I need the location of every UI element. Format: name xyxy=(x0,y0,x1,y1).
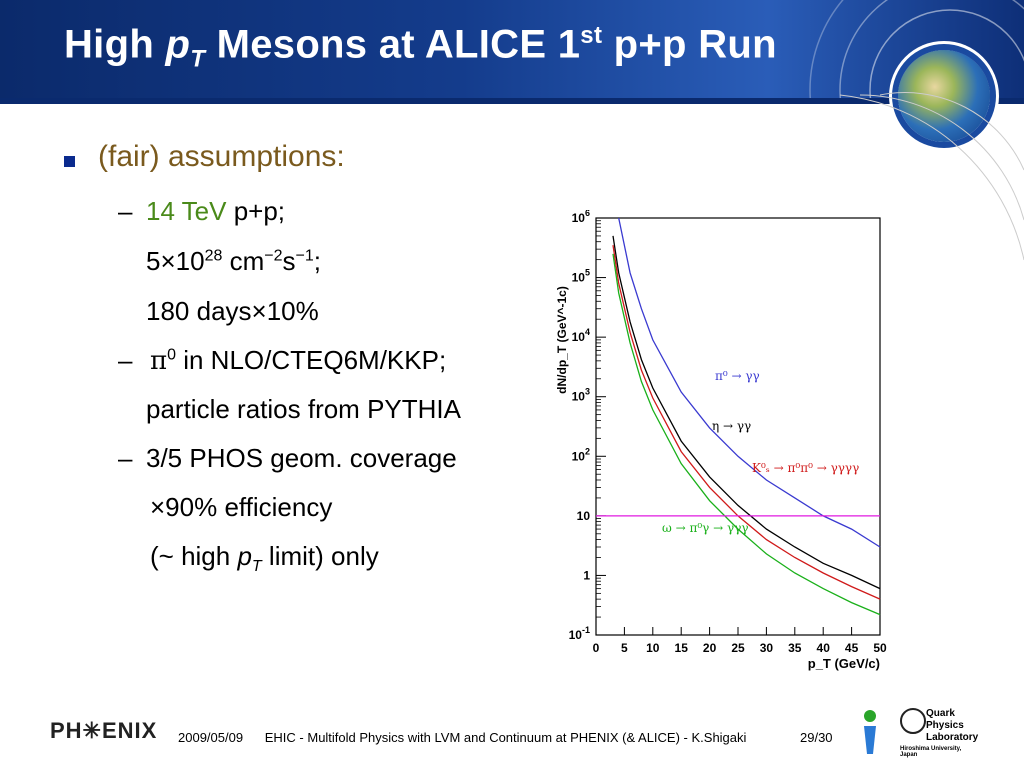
chart-series-group xyxy=(596,217,881,616)
bullet-pythia: particle ratios from PYTHIA xyxy=(146,394,461,424)
x-tick-label: 35 xyxy=(788,641,802,655)
series-line-3 xyxy=(612,253,881,616)
legend-label-3: ω → π⁰γ → γγγ xyxy=(662,521,749,535)
title-bar xyxy=(0,0,1024,98)
x-tick-label: 30 xyxy=(760,641,774,655)
decorative-arcs xyxy=(809,0,1024,98)
phenix-logo: PH✳ENIX xyxy=(50,718,158,743)
y-tick-label: 10-1 xyxy=(569,625,590,642)
y-tick-label: 102 xyxy=(572,446,590,463)
y-tick-label: 106 xyxy=(572,210,590,225)
qpl-line-3: Laboratory xyxy=(926,732,979,743)
bullet-luminosity: 5×1028 cm−2s−1; xyxy=(146,246,321,276)
dash-3: – xyxy=(118,443,133,473)
dash-2: – xyxy=(118,345,133,375)
y-tick-label: 10 xyxy=(577,509,591,523)
qpl-line-2: Physics xyxy=(926,720,964,731)
qpl-line-4: Hiroshima University, Japan xyxy=(900,746,962,758)
page-number: 29/30 xyxy=(800,730,833,745)
bullet-square-icon xyxy=(64,156,75,167)
bullet-energy: 14 TeV p+p; xyxy=(146,196,286,226)
series-line-0 xyxy=(618,217,881,548)
y-tick-label: 103 xyxy=(572,387,590,404)
x-tick-label: 10 xyxy=(646,641,660,655)
bullet-phos: 3/5 PHOS geom. coverage xyxy=(146,443,457,473)
dash-1: – xyxy=(118,196,133,226)
spectra-chart: 0 5 10 15 20 25 30 35 40 45 50 10-1 1 10 102 103 104 105 1… xyxy=(555,210,887,671)
chart-x-axis-label: p_T (GeV/c) xyxy=(808,656,880,671)
x-tick-label: 45 xyxy=(845,641,859,655)
x-tick-label: 15 xyxy=(675,641,689,655)
bullet-efficiency: ×90% efficiency xyxy=(150,492,333,522)
x-tick-label: 50 xyxy=(873,641,887,655)
page-title: High pT Mesons at ALICE 1st p+p Run xyxy=(64,22,777,73)
x-tick-label: 25 xyxy=(731,641,745,655)
q-logo-icon xyxy=(900,708,926,734)
globe-icon xyxy=(898,50,990,142)
series-line-1 xyxy=(612,235,881,590)
bullet-pi0-nlo: π0 in NLO/CTEQ6M/KKP; xyxy=(150,345,447,376)
footer-info: 2009/05/09 EHIC - Multifold Physics with… xyxy=(178,730,747,745)
legend-label-0: π⁰ → γγ xyxy=(715,369,760,383)
y-tick-label: 105 xyxy=(572,268,590,285)
bullet-main: (fair) assumptions: xyxy=(98,140,345,173)
quark-physics-lab-logo: Quark Physics Laboratory Hiroshima Unive… xyxy=(900,706,980,758)
title-underline xyxy=(0,98,1024,104)
legend-label-2: K⁰ₛ → π⁰π⁰ → γγγγ xyxy=(752,461,859,475)
chart-y-axis-label: dN/dp_T (GeV^-1c) xyxy=(555,286,569,394)
series-line-2 xyxy=(612,245,881,600)
y-tick-label: 1 xyxy=(583,568,590,582)
bullet-days: 180 days×10% xyxy=(146,296,319,326)
x-tick-label: 20 xyxy=(703,641,717,655)
green-figure-icon xyxy=(864,710,876,754)
x-tick-label: 40 xyxy=(817,641,831,655)
x-tick-label: 5 xyxy=(621,641,628,655)
bullet-limit: (~ high pT limit) only xyxy=(150,541,379,576)
qpl-line-1: Quark xyxy=(926,708,955,719)
x-tick-label: 0 xyxy=(593,641,600,655)
chart-legend-labels: π⁰ → γγ η → γγ K⁰ₛ → π⁰π⁰ → γγγγ ω → π⁰γ → … xyxy=(662,369,859,535)
legend-label-1: η → γγ xyxy=(712,419,751,433)
y-tick-label: 104 xyxy=(572,327,590,344)
